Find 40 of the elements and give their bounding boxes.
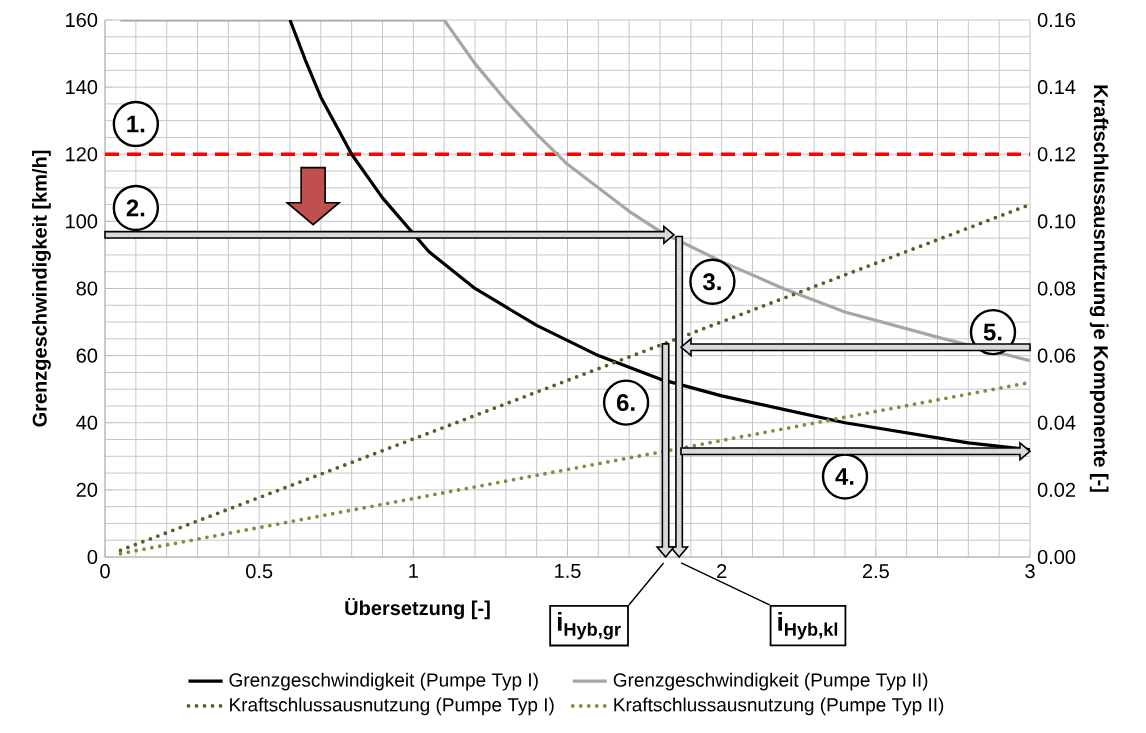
y-tick-label: 100	[66, 214, 98, 229]
y-tick-label: 40	[76, 415, 98, 430]
y2-tick-label: 0.04	[1037, 415, 1076, 430]
y-tick-label: 20	[76, 482, 98, 497]
x-tick-label: 2	[717, 564, 727, 579]
y2-tick-label: 0.16	[1037, 12, 1076, 28]
legend-label: Grenzgeschwindigkeit (Pumpe Typ II)	[613, 672, 928, 691]
y-tick-label: 140	[66, 80, 98, 95]
y-tick-label: 160	[66, 12, 98, 28]
x-axis-title: Übersetzung [-]	[345, 597, 490, 620]
y2-axis-title: Kraftschlussausnutzung je Komponente [-]	[1089, 85, 1109, 492]
annotation: 2.	[126, 199, 145, 217]
legend-label: Grenzgeschwindigkeit (Pumpe Typ I)	[229, 672, 538, 691]
annotation: 3.	[702, 273, 721, 291]
x-tick-label: 1.5	[555, 564, 581, 578]
y2-tick-label: 0.12	[1037, 147, 1075, 162]
legend-label: Kraftschlussausnutzung (Pumpe Typ I)	[230, 697, 554, 716]
y2-tick-label: 0.10	[1037, 214, 1076, 229]
y-tick-label: 0	[87, 549, 98, 565]
annotation: 6.	[616, 394, 635, 412]
annotation: 4.	[835, 468, 854, 485]
y2-tick-label: 0.06	[1037, 348, 1076, 363]
text: i$_{Hyb,gr}$	[557, 611, 621, 640]
annotation: 1.	[127, 115, 145, 133]
y-tick-label: 80	[76, 281, 98, 296]
y-axis-title: Grenzgeschwindigkeit [km/h]	[32, 150, 51, 427]
x-tick-label: 0	[100, 564, 110, 579]
legend-label: Kraftschlussausnutzung (Pumpe Typ II)	[614, 697, 944, 716]
text: i$_{Hyb,kl}$	[778, 611, 838, 640]
y-tick-label: 60	[76, 348, 98, 363]
x-tick-label: 2.5	[862, 564, 889, 579]
y-tick-label: 120	[66, 147, 98, 162]
annotation: 5.	[983, 323, 1002, 341]
y2-tick-label: 0.08	[1037, 281, 1076, 296]
y2-tick-label: 0.00	[1037, 549, 1076, 565]
x-tick-label: 3	[1025, 564, 1035, 579]
y2-tick-label: 0.14	[1037, 80, 1076, 95]
x-tick-label: 0.5	[246, 564, 273, 579]
x-tick-label: 1	[409, 564, 418, 578]
y2-tick-label: 0.02	[1037, 482, 1075, 497]
